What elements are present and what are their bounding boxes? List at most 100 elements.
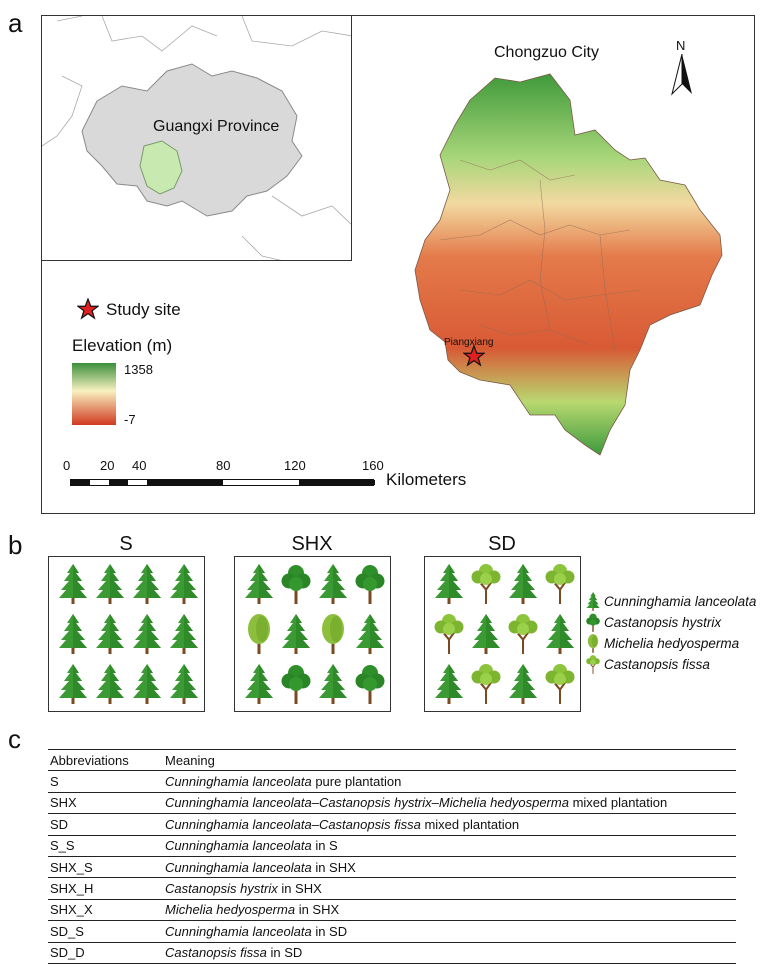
scale-tick-80: 80 xyxy=(216,458,231,473)
row-meaning: Cunninghamia lanceolata in S xyxy=(163,835,736,857)
species-name: Cunninghamia lanceolata xyxy=(165,923,312,939)
north-label: N xyxy=(676,38,686,53)
meaning-suffix: in S xyxy=(311,838,338,854)
study-site-star-icon xyxy=(463,345,485,367)
row-abbreviation: SHX_S xyxy=(48,856,163,879)
species-name: Cunninghamia lanceolata xyxy=(165,838,312,854)
cunninghamia-icon xyxy=(509,664,537,704)
abbreviations-table: Abbreviations Meaning S Cunninghamia lanc… xyxy=(48,748,736,964)
meaning-suffix: in SHX xyxy=(295,902,340,918)
row-abbreviation: SHX_X xyxy=(48,899,163,922)
castanopsis-hystrix-icon xyxy=(355,565,385,604)
panel-label-c: c xyxy=(8,724,21,754)
row-abbreviation: S xyxy=(48,770,163,793)
meaning-suffix: mixed plantation xyxy=(568,795,668,811)
michelia-icon xyxy=(587,634,599,653)
species-name: Castanopsis hystrix xyxy=(165,881,278,897)
species-name: Castanopsis fissa xyxy=(165,945,267,961)
table-row: SHX_H Castanopsis hystrix in SHX xyxy=(48,877,736,900)
guangxi-inset-map xyxy=(42,16,351,260)
cunninghamia-icon xyxy=(133,614,161,654)
row-meaning: Cunninghamia lanceolata pure plantation xyxy=(163,770,736,793)
region-label: Chongzuo City xyxy=(494,44,599,61)
plot-title-s: S xyxy=(119,533,133,555)
cunninghamia-icon xyxy=(59,564,87,604)
inset-label: Guangxi Province xyxy=(153,118,280,135)
species-name: Cunninghamia lanceolata xyxy=(165,859,312,875)
castanopsis-hystrix-icon xyxy=(355,665,385,704)
castanopsis-hystrix-icon xyxy=(281,665,311,704)
cunninghamia-icon xyxy=(96,614,124,654)
meaning-suffix: in SD xyxy=(311,923,348,939)
plot-title-sd: SD xyxy=(488,533,516,555)
panel-label-a: a xyxy=(8,8,23,38)
row-meaning: Cunninghamia lanceolata in SHX xyxy=(163,856,736,879)
meaning-suffix: in SD xyxy=(266,945,303,961)
header-meaning: Meaning xyxy=(163,748,736,772)
cunninghamia-icon xyxy=(586,592,600,611)
cunninghamia-icon xyxy=(59,614,87,654)
cunninghamia-icon xyxy=(170,664,198,704)
legend-castanopsis-fissa: Castanopsis fissa xyxy=(604,657,710,672)
header-abbreviations: Abbreviations xyxy=(48,748,163,772)
table-row: S_S Cunninghamia lanceolata in S xyxy=(48,835,736,857)
table-row: SD Cunninghamia lanceolata–Castanopsis fi… xyxy=(48,813,736,836)
table-row: SHX_S Cunninghamia lanceolata in SHX xyxy=(48,856,736,879)
row-meaning: Castanopsis hystrix in SHX xyxy=(163,877,736,900)
row-meaning: Castanopsis fissa in SD xyxy=(163,942,736,964)
michelia-icon xyxy=(322,614,344,654)
plot-title-shx: SHX xyxy=(291,533,333,555)
row-abbreviation: SD xyxy=(48,813,163,836)
north-arrow-icon xyxy=(671,54,692,96)
row-abbreviation: SHX_H xyxy=(48,877,163,900)
chongzuo-elevation-map xyxy=(414,73,723,456)
castanopsis-fissa-icon xyxy=(508,614,538,654)
legend-cunninghamia: Cunninghamia lanceolata xyxy=(604,594,757,609)
castanopsis-fissa-icon xyxy=(471,664,501,704)
species-name: Cunninghamia lanceolata–Castanopsis fiss… xyxy=(165,816,421,832)
cunninghamia-icon xyxy=(435,664,463,704)
castanopsis-fissa-icon xyxy=(545,564,575,604)
row-meaning: Cunninghamia lanceolata–Castanopsis hyst… xyxy=(163,792,736,815)
cunninghamia-icon xyxy=(245,664,273,704)
table-row: S Cunninghamia lanceolata pure plantation xyxy=(48,770,736,793)
table-row: SHX_X Michelia hedyosperma in SHX xyxy=(48,899,736,922)
castanopsis-fissa-icon xyxy=(471,564,501,604)
scale-unit-label: Kilometers xyxy=(386,470,467,489)
site-label: Piangxiang xyxy=(444,337,494,348)
legend-castanopsis-hystrix: Castanopsis hystrix xyxy=(604,615,722,630)
table-row: SD_D Castanopsis fissa in SD xyxy=(48,942,736,964)
panel-label-b: b xyxy=(8,530,23,560)
meaning-suffix: in SHX xyxy=(277,881,322,897)
castanopsis-hystrix-icon xyxy=(281,565,311,604)
castanopsis-fissa-icon xyxy=(545,664,575,704)
cunninghamia-icon xyxy=(133,564,161,604)
legend-elevation-title: Elevation (m) xyxy=(72,336,173,355)
legend-site-label: Study site xyxy=(106,300,181,319)
meaning-suffix: in SHX xyxy=(311,859,356,875)
castanopsis-fissa-icon xyxy=(434,614,464,654)
cunninghamia-icon xyxy=(170,564,198,604)
michelia-icon xyxy=(248,614,270,654)
map-frame xyxy=(41,15,755,514)
inset-map xyxy=(41,15,352,261)
scale-tick-40: 40 xyxy=(132,458,147,473)
meaning-suffix: mixed plantation xyxy=(420,816,520,832)
cunninghamia-icon xyxy=(319,664,347,704)
elevation-color-ramp xyxy=(72,363,116,425)
scale-tick-20: 20 xyxy=(100,458,115,473)
species-name: Michelia hedyosperma xyxy=(165,902,296,918)
table-row: SHX Cunninghamia lanceolata–Castanopsis h… xyxy=(48,792,736,815)
elevation-max-label: 1358 xyxy=(124,362,153,377)
row-meaning: Cunninghamia lanceolata in SD xyxy=(163,920,736,943)
table-header-row: Abbreviations Meaning xyxy=(48,748,736,772)
cunninghamia-icon xyxy=(282,614,310,654)
scale-tick-0: 0 xyxy=(63,458,71,473)
cunninghamia-icon xyxy=(96,664,124,704)
cunninghamia-icon xyxy=(319,564,347,604)
cunninghamia-icon xyxy=(472,614,500,654)
cunninghamia-icon xyxy=(96,564,124,604)
row-abbreviation: SD_S xyxy=(48,920,163,943)
legend-star-icon xyxy=(77,298,99,320)
row-meaning: Michelia hedyosperma in SHX xyxy=(163,899,736,922)
